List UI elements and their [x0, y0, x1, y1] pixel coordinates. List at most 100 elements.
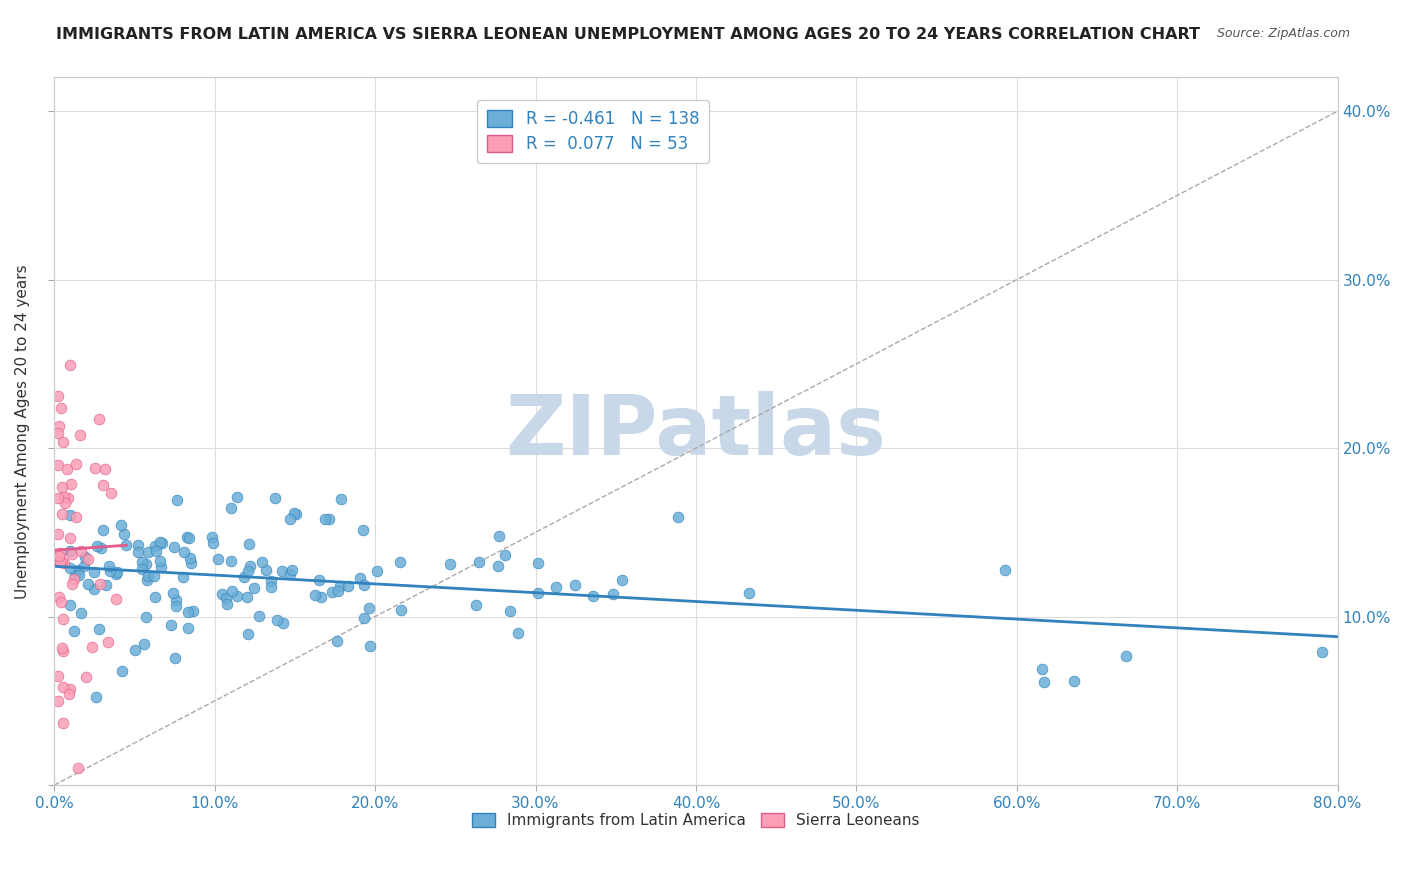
Point [179, 551, 201, 566]
Point [48, 546, 70, 560]
Point [48, 590, 70, 604]
Point [359, 639, 381, 653]
Point [52, 715, 75, 730]
Point [100, 486, 122, 500]
Point [666, 510, 689, 524]
Point [52, 612, 75, 626]
Point [84, 690, 107, 705]
Point [527, 585, 550, 599]
Point [77, 576, 100, 591]
Point [564, 578, 586, 592]
Point [266, 614, 288, 628]
Text: ZIPatlas: ZIPatlas [506, 391, 886, 472]
Point [90, 541, 112, 555]
Point [89, 622, 111, 636]
Point [163, 540, 186, 554]
Point [135, 573, 157, 587]
Point [53, 496, 76, 510]
Point [308, 573, 330, 587]
Point [326, 634, 349, 648]
Point [260, 574, 283, 589]
Point [105, 567, 128, 582]
Point [59, 508, 82, 523]
Point [136, 544, 159, 558]
Point [226, 490, 249, 504]
Point [76, 552, 98, 566]
Point [236, 590, 259, 604]
Point [51, 480, 73, 494]
Point [51, 641, 73, 656]
Point [48, 419, 70, 434]
Point [134, 637, 156, 651]
Point [247, 609, 270, 624]
Point [48, 549, 70, 563]
Point [105, 565, 128, 579]
Point [60, 576, 83, 591]
Point [89, 576, 111, 591]
Point [544, 580, 567, 594]
Point [135, 610, 157, 624]
Point [499, 604, 522, 618]
Point [494, 548, 516, 562]
Point [177, 621, 200, 635]
Point [49, 554, 72, 568]
Point [610, 574, 633, 588]
Point [389, 555, 412, 569]
Point [309, 590, 332, 604]
Point [65, 457, 87, 471]
Point [176, 530, 198, 544]
Point [172, 569, 194, 583]
Point [737, 585, 759, 599]
Point [180, 556, 202, 570]
Point [232, 570, 254, 584]
Point [318, 512, 340, 526]
Point [56, 462, 79, 476]
Point [238, 537, 260, 551]
Text: IMMIGRANTS FROM LATIN AMERICA VS SIERRA LEONEAN UNEMPLOYMENT AMONG AGES 20 TO 24: IMMIGRANTS FROM LATIN AMERICA VS SIERRA … [56, 27, 1201, 42]
Point [488, 529, 510, 543]
Point [76, 670, 98, 684]
Point [283, 506, 305, 520]
Point [59, 560, 82, 574]
Point [252, 555, 274, 569]
Point [46, 669, 69, 683]
Point [63, 567, 86, 582]
Point [357, 600, 380, 615]
Point [94, 462, 117, 476]
Point [468, 555, 491, 569]
Point [91, 478, 114, 492]
Point [1310, 645, 1333, 659]
Point [321, 585, 343, 599]
Point [149, 535, 172, 549]
Point [330, 492, 353, 507]
Point [166, 493, 188, 508]
Point [486, 558, 509, 573]
Point [602, 587, 624, 601]
Point [115, 538, 138, 552]
Point [994, 563, 1017, 577]
Point [60, 477, 83, 491]
Point [70, 606, 93, 620]
Point [506, 626, 529, 640]
Point [59, 681, 82, 696]
Point [46, 458, 69, 472]
Point [59, 543, 82, 558]
Point [49, 595, 72, 609]
Point [256, 563, 278, 577]
Point [1031, 662, 1053, 676]
Point [464, 598, 486, 612]
Point [59, 531, 82, 545]
Point [337, 579, 360, 593]
Point [260, 581, 283, 595]
Legend: Immigrants from Latin America, Sierra Leoneans: Immigrants from Latin America, Sierra Le… [465, 806, 927, 834]
Point [52, 643, 75, 657]
Point [366, 564, 388, 578]
Point [1115, 648, 1137, 663]
Point [91, 523, 114, 537]
Point [142, 569, 165, 583]
Point [67, 567, 90, 582]
Point [65, 510, 87, 524]
Point [136, 569, 159, 583]
Point [58, 686, 80, 700]
Y-axis label: Unemployment Among Ages 20 to 24 years: Unemployment Among Ages 20 to 24 years [15, 264, 30, 599]
